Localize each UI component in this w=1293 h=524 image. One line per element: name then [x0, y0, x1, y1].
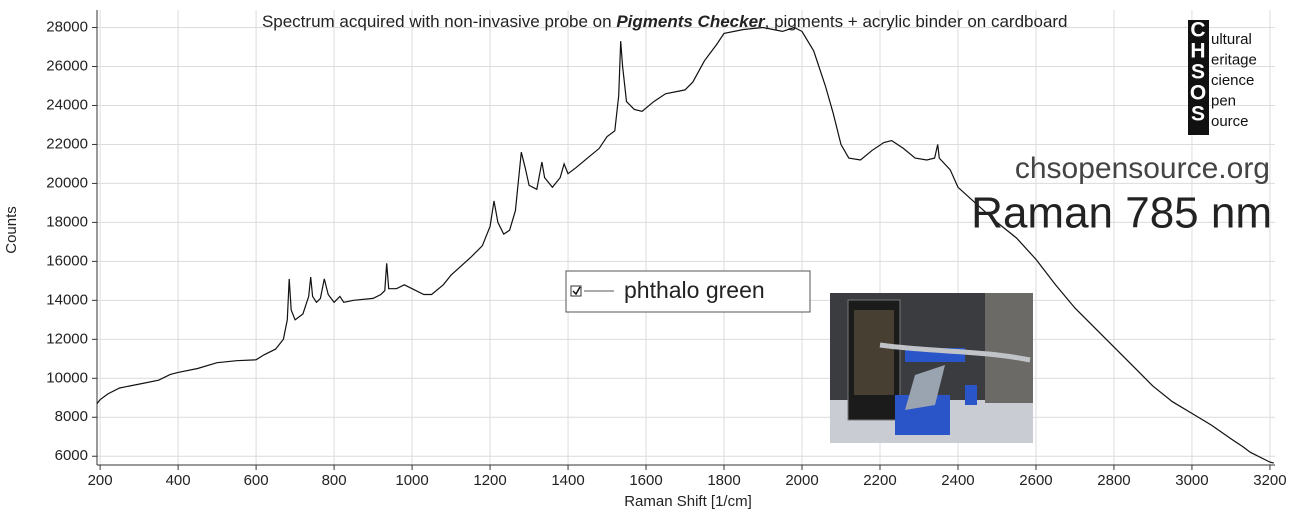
x-tick-label: 2800: [1097, 472, 1130, 489]
legend-checkbox[interactable]: [570, 285, 582, 297]
chart-title: Spectrum acquired with non-invasive prob…: [238, 12, 1081, 31]
axes: 200 400 600 800 1000 1200 1400 1600 1800 2000 2200…: [46, 10, 1287, 489]
x-tick-label: 1200: [473, 472, 506, 489]
x-tick-label: 800: [322, 472, 347, 489]
x-tick-label: 1400: [551, 472, 584, 489]
logo-word: ultural: [1211, 31, 1252, 48]
x-tick-label: 200: [88, 472, 113, 489]
title-part: , pigments + acrylic binder on cardboard: [765, 12, 1068, 31]
y-tick-label: 24000: [46, 96, 88, 113]
logo-bar: [1188, 20, 1209, 135]
y-tick-label: 22000: [46, 135, 88, 152]
logo-word: ource: [1211, 113, 1249, 130]
x-tick-label: 400: [166, 472, 191, 489]
y-tick-label: 16000: [46, 252, 88, 269]
y-axis-label: Counts: [3, 206, 20, 254]
logo-word: eritage: [1211, 51, 1257, 68]
logo-initial: C: [1190, 19, 1205, 42]
logo-initial: H: [1190, 40, 1205, 63]
x-tick-label: 600: [244, 472, 269, 489]
spectrum-line: [96, 26, 1274, 464]
x-tick-label: 1600: [629, 472, 662, 489]
website: chsopensource.org: [1015, 152, 1270, 185]
y-tick-label: 14000: [46, 291, 88, 308]
y-tick-label: 6000: [55, 447, 88, 464]
probe-photo: [830, 293, 1033, 443]
legend-label: phthalo green: [624, 277, 765, 303]
check-mark: [572, 286, 581, 296]
x-tick-label: 3000: [1175, 472, 1208, 489]
y-tick-label: 28000: [46, 19, 88, 36]
method-label: Raman 785 nm: [971, 189, 1272, 238]
x-tick-label: 1800: [707, 472, 740, 489]
y-tick-label: 8000: [55, 408, 88, 425]
title-emphasis: Pigments Checker: [616, 12, 766, 31]
logo-word: cience: [1211, 72, 1254, 89]
y-tick-label: 18000: [46, 213, 88, 230]
logo-initial: S: [1191, 103, 1205, 126]
x-tick-label: 2000: [785, 472, 818, 489]
x-tick-label: 2600: [1019, 472, 1052, 489]
x-tick-label: 2200: [863, 472, 896, 489]
x-tick-label: 3200: [1253, 472, 1286, 489]
x-tick-label: 2400: [941, 472, 974, 489]
y-tick-label: 12000: [46, 330, 88, 347]
x-axis-label: Raman Shift [1/cm]: [624, 493, 752, 510]
y-tick-label: 20000: [46, 174, 88, 191]
y-tick-label: 10000: [46, 369, 88, 386]
logo-initial: S: [1191, 61, 1205, 84]
logo-word: pen: [1211, 92, 1236, 109]
logo-initial: O: [1190, 82, 1206, 105]
title-part: Spectrum acquired with non-invasive prob…: [262, 12, 616, 31]
y-tick-label: 26000: [46, 57, 88, 74]
x-tick-label: 1000: [395, 472, 428, 489]
